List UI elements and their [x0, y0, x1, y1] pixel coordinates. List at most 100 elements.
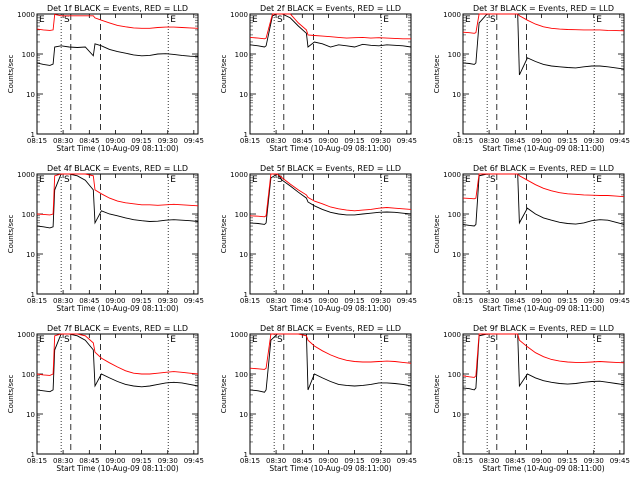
series-line-events: [36, 173, 199, 229]
series-line-lld: [36, 333, 199, 376]
event-annotation: S: [277, 175, 283, 185]
y-tick-label: 100: [22, 51, 35, 59]
series-line-lld: [462, 13, 625, 34]
x-tick-label: 08:30: [266, 297, 286, 305]
chart-panel-4: Det 4f BLACK = Events, RED = LLD 1 10 100 10…: [7, 164, 204, 313]
x-tick-label: 08:45: [79, 137, 99, 145]
x-tick-label: 09:00: [531, 137, 551, 145]
y-tick-label: 10: [26, 91, 35, 99]
x-tick-label: 09:15: [131, 297, 151, 305]
chart-title: Det 8f BLACK = Events, RED = LLD: [260, 324, 401, 333]
x-tick-label: 09:15: [557, 137, 577, 145]
x-tick-label: 09:45: [610, 137, 630, 145]
x-tick-label: 09:45: [184, 137, 204, 145]
y-tick-label: 10: [452, 91, 461, 99]
x-tick-label: 08:45: [292, 137, 312, 145]
y-tick-label: 1000: [230, 331, 248, 339]
x-tick-label: 09:15: [344, 137, 364, 145]
y-tick-label: 10: [452, 251, 461, 259]
y-tick-label: 10: [239, 91, 248, 99]
plot-frame: [249, 173, 412, 295]
y-tick-label: 1: [457, 291, 461, 299]
event-annotation: E: [383, 15, 389, 25]
event-annotation: S: [64, 175, 70, 185]
y-tick-label: 1: [244, 131, 248, 139]
x-axis-label: Start Time (10-Aug-09 08:11:00): [56, 464, 178, 473]
x-tick-label: 09:00: [105, 297, 125, 305]
event-annotation: E: [39, 15, 45, 25]
y-tick-label: 100: [22, 211, 35, 219]
x-tick-label: 08:45: [505, 457, 525, 465]
x-tick-label: 08:45: [79, 297, 99, 305]
y-axis-label: Counts/sec: [220, 375, 228, 414]
x-tick-label: 09:30: [584, 137, 604, 145]
y-tick-label: 1: [31, 131, 35, 139]
event-annotation: E: [170, 175, 176, 185]
x-tick-label: 08:45: [79, 457, 99, 465]
y-tick-label: 10: [239, 411, 248, 419]
x-tick-label: 09:30: [158, 457, 178, 465]
x-tick-label: 09:45: [397, 457, 417, 465]
event-annotation: S: [64, 15, 70, 25]
y-tick-label: 1: [31, 451, 35, 459]
y-tick-label: 100: [448, 211, 461, 219]
plot-frame: [249, 13, 412, 135]
x-axis-label: Start Time (10-Aug-09 08:11:00): [56, 144, 178, 153]
chart-title: Det 7f BLACK = Events, RED = LLD: [47, 324, 188, 333]
y-tick-label: 100: [235, 211, 248, 219]
y-tick-label: 1: [244, 291, 248, 299]
x-tick-label: 08:45: [292, 457, 312, 465]
event-annotation: E: [596, 335, 602, 345]
chart-title: Det 9f BLACK = Events, RED = LLD: [473, 324, 614, 333]
x-tick-label: 08:15: [453, 297, 473, 305]
x-tick-label: 09:00: [318, 297, 338, 305]
event-annotation: E: [383, 335, 389, 345]
x-tick-label: 09:30: [584, 457, 604, 465]
x-tick-label: 09:15: [131, 137, 151, 145]
x-tick-label: 09:30: [371, 137, 391, 145]
x-tick-label: 09:45: [184, 297, 204, 305]
x-tick-label: 09:30: [371, 457, 391, 465]
x-axis-label: Start Time (10-Aug-09 08:11:00): [482, 144, 604, 153]
chart-panel-9: Det 9f BLACK = Events, RED = LLD 1 10 100 10…: [433, 324, 630, 473]
chart-title: Det 1f BLACK = Events, RED = LLD: [47, 4, 188, 13]
event-annotation: S: [64, 335, 70, 345]
x-tick-label: 08:15: [240, 297, 260, 305]
event-annotation: S: [277, 15, 283, 25]
x-tick-label: 08:30: [479, 297, 499, 305]
x-tick-label: 08:30: [53, 457, 73, 465]
y-axis-label: Counts/sec: [220, 215, 228, 254]
event-annotation: E: [465, 335, 471, 345]
series-line-events: [462, 13, 625, 76]
x-tick-label: 08:45: [505, 297, 525, 305]
y-tick-label: 100: [22, 371, 35, 379]
x-tick-label: 08:30: [53, 297, 73, 305]
y-tick-label: 10: [452, 411, 461, 419]
x-tick-label: 08:30: [479, 457, 499, 465]
y-tick-label: 100: [448, 371, 461, 379]
y-tick-label: 1: [244, 451, 248, 459]
y-tick-label: 1000: [230, 11, 248, 19]
chart-panel-6: Det 6f BLACK = Events, RED = LLD 1 10 100 10…: [433, 164, 630, 313]
x-tick-label: 09:00: [105, 457, 125, 465]
x-tick-label: 08:15: [453, 457, 473, 465]
event-annotation: S: [490, 335, 496, 345]
x-tick-label: 09:45: [397, 137, 417, 145]
y-tick-label: 10: [239, 251, 248, 259]
x-tick-label: 08:15: [240, 457, 260, 465]
event-annotation: S: [490, 15, 496, 25]
x-tick-label: 09:30: [158, 137, 178, 145]
event-annotation: E: [596, 175, 602, 185]
series-line-events: [249, 173, 412, 225]
x-axis-label: Start Time (10-Aug-09 08:11:00): [56, 304, 178, 313]
plot-frame: [36, 173, 199, 295]
chart-title: Det 6f BLACK = Events, RED = LLD: [473, 164, 614, 173]
event-annotation: S: [277, 335, 283, 345]
y-axis-label: Counts/sec: [7, 375, 15, 414]
y-tick-label: 1000: [17, 11, 35, 19]
x-tick-label: 09:00: [531, 457, 551, 465]
y-tick-label: 1: [457, 131, 461, 139]
y-tick-label: 100: [448, 51, 461, 59]
x-tick-label: 09:30: [371, 297, 391, 305]
chart-title: Det 5f BLACK = Events, RED = LLD: [260, 164, 401, 173]
